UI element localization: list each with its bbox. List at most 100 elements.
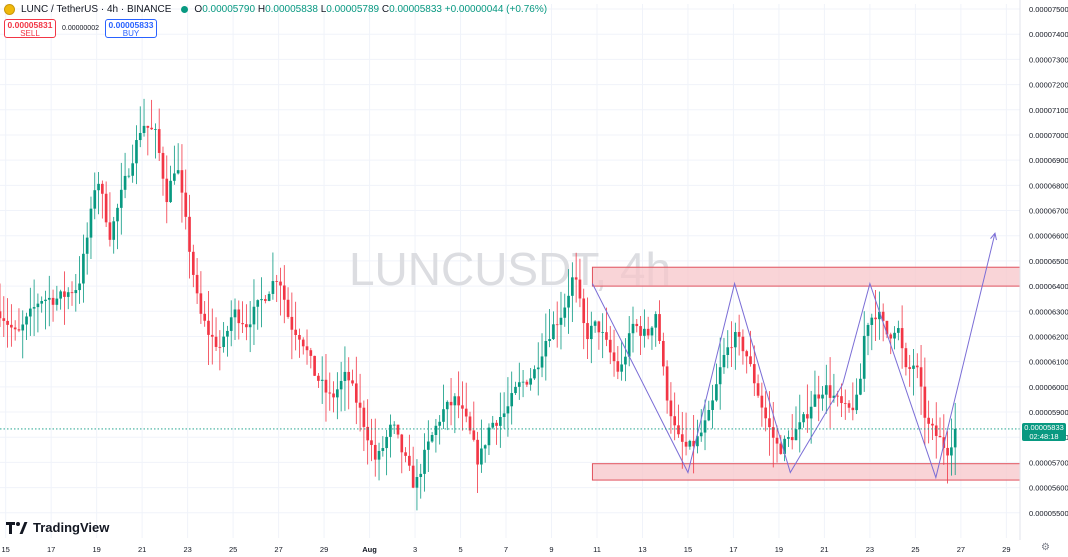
candle-body [499,416,502,426]
candle-body [673,416,677,426]
tradingview-mark-icon [6,521,28,534]
symbol-title[interactable]: LUNC / TetherUS · 4h · BINANCE [21,4,172,15]
candle-body [646,328,650,336]
candle-body [78,283,81,291]
y-tick-label: 0.00007400 [1029,30,1068,39]
candle-body [692,440,695,447]
candle-body [506,406,510,414]
candle-body [544,340,548,357]
candle-body [408,455,411,466]
candle-body [195,274,199,294]
candle-body [726,347,730,355]
candle-body [264,299,267,301]
candle-body [904,348,908,368]
y-tick-label: 0.00006300 [1029,307,1068,316]
candle-body [737,331,741,337]
high-value: 0.00005838 [265,4,318,15]
candle-body [555,324,559,326]
candle-body [843,403,847,404]
candle-body [347,371,351,381]
candle-body [571,277,574,296]
candle-body [661,340,665,367]
candle-body [135,140,138,164]
candle-body [927,417,930,424]
candle-body [389,424,392,437]
candle-body [13,327,17,330]
candle-body [859,378,862,395]
candle-body [32,307,36,309]
buy-button[interactable]: 0.00005833 BUY [104,19,157,38]
price-axis [1020,0,1068,557]
candle-body [146,125,150,128]
candle-body [540,356,544,368]
candle-body [313,355,316,376]
candle-body [620,364,623,372]
candle-body [608,339,612,353]
candle-body [950,447,953,456]
candle-body [267,293,271,301]
candle-body [851,407,855,411]
candle-body [411,465,415,488]
candle-body [112,221,116,240]
candle-body [953,428,957,448]
y-tick-label: 0.00006500 [1029,257,1068,266]
tradingview-logo[interactable]: TradingView [6,520,109,535]
candle-body [813,394,817,407]
candle-body [85,237,89,254]
x-tick-label: 27 [274,545,282,554]
candle-body [66,292,70,297]
x-tick-label: 17 [729,545,737,554]
settings-gear-icon[interactable]: ⚙ [1041,542,1050,553]
x-tick-label: 23 [866,545,874,554]
candle-body [684,441,688,447]
candle-body [260,299,263,301]
candle-body [169,180,172,203]
candle-body [286,299,290,317]
x-tick-label: 13 [638,545,646,554]
candle-body [40,301,44,304]
candle-body [457,396,460,406]
lunc-coin-icon [4,4,15,15]
candle-body [510,393,514,407]
candle-body [677,425,680,435]
candle-body [328,392,332,394]
spread-value: 0.00000002 [62,25,99,32]
candle-body [461,405,464,409]
candle-body [885,320,889,335]
candle-body [855,394,858,411]
candle-body [536,367,540,370]
candle-body [897,328,900,333]
candle-body [707,410,711,421]
trade-panel: 0.00005831 SELL 0.00000002 0.00005833 BU… [4,19,157,38]
candle-body [21,324,25,331]
y-tick-label: 0.00005500 [1029,509,1068,518]
candle-body [612,352,616,362]
candle-body [317,375,320,381]
candle-body [150,127,153,130]
candle-body [131,163,134,176]
candle-body [377,450,381,460]
sell-button[interactable]: 0.00005831 SELL [4,19,56,38]
candle-body [828,385,832,398]
candle-body [290,316,294,330]
candle-body [806,414,809,419]
candle-body [336,389,339,398]
x-tick-label: 17 [47,545,55,554]
candle-body [298,335,301,340]
candle-body [419,473,423,478]
candle-body [790,437,794,441]
candle-body [931,423,934,426]
candle-body [245,324,248,328]
candle-body [127,175,131,177]
candle-body [915,365,919,368]
candle-body [874,317,877,320]
candle-body [445,401,449,410]
candle-body [866,324,870,336]
candle-body [180,170,184,193]
candle-body [578,279,582,299]
candle-body [567,295,570,308]
x-tick-label: 15 [684,545,692,554]
candle-body [563,307,567,318]
candle-body [385,436,388,449]
